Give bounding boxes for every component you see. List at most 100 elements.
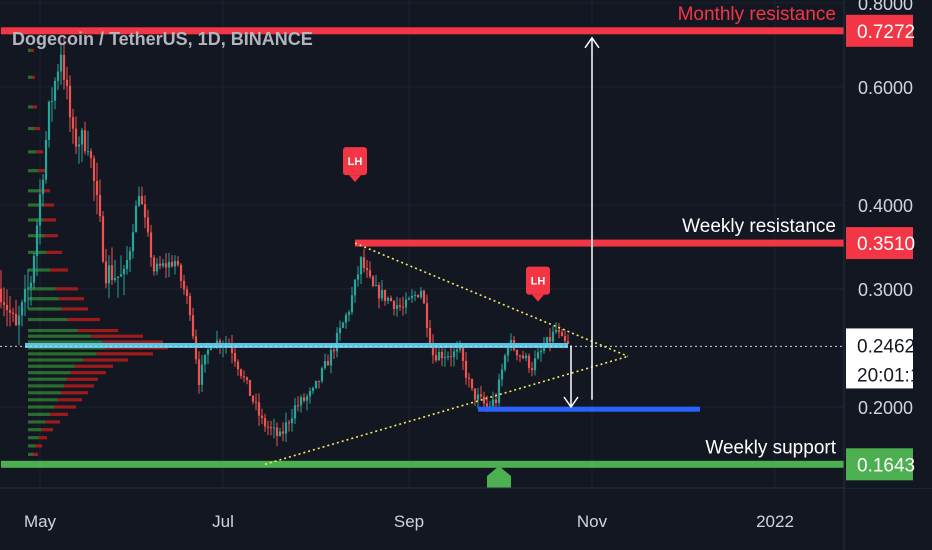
candle-body — [191, 315, 195, 337]
candle-body — [197, 359, 201, 385]
candle-body — [380, 289, 384, 299]
lh-marker-box — [526, 266, 550, 295]
time-axis[interactable]: May Jul Sep Nov 2022 — [24, 512, 794, 531]
candle-body — [347, 312, 351, 315]
candle-body — [260, 415, 264, 419]
volume-bar-down — [50, 268, 68, 272]
volume-bar-up — [28, 377, 67, 381]
volume-bar-down — [44, 234, 58, 238]
volume-bar-up — [28, 75, 32, 79]
candle-body — [536, 352, 540, 359]
candle-body — [317, 380, 321, 382]
candle-body — [413, 294, 417, 296]
volume-bar-down — [40, 189, 50, 193]
level-line-1[interactable] — [355, 239, 844, 247]
candle-body — [29, 282, 33, 288]
lh-markers[interactable]: LH LH — [343, 147, 550, 488]
candle-body — [344, 314, 348, 323]
candle-body — [557, 330, 561, 333]
candle-body — [311, 387, 315, 391]
candle-body — [479, 394, 483, 397]
candle-body — [80, 130, 84, 145]
candle-body — [521, 355, 525, 359]
candle-body — [89, 151, 93, 159]
volume-bar-down — [96, 352, 153, 356]
lh-marker-0[interactable]: LH — [343, 147, 367, 183]
candle-body — [530, 368, 534, 371]
candle-body — [50, 100, 54, 102]
candle-body — [398, 305, 402, 307]
arrow-down-head[interactable] — [563, 396, 579, 409]
candle-body — [71, 117, 75, 129]
candle-body — [263, 418, 267, 427]
candle-body — [566, 341, 570, 344]
candle-body — [425, 303, 429, 328]
level-line-3[interactable] — [25, 342, 568, 348]
candle-body — [473, 388, 477, 400]
price-tag-text: 0.7272 — [857, 22, 915, 43]
level-label-2: Weekly support — [705, 437, 836, 458]
candle-body — [251, 395, 255, 402]
candle-body — [305, 396, 309, 401]
level-line-0[interactable] — [1, 27, 844, 35]
candle-body — [62, 54, 66, 80]
volume-bar-up — [28, 436, 39, 440]
candle-body — [524, 355, 528, 359]
candle-body — [23, 288, 27, 303]
triangle-upper-line[interactable] — [354, 242, 629, 358]
candle-body — [488, 406, 492, 408]
volume-bar-down — [58, 297, 84, 301]
volume-bar-down — [61, 307, 88, 311]
candle-body — [551, 331, 555, 342]
candle-body — [545, 337, 549, 347]
candle-body — [497, 379, 501, 404]
candle-body — [383, 289, 387, 301]
arrow-up-head[interactable] — [584, 36, 600, 49]
candle-body — [101, 216, 105, 262]
candle-body — [350, 295, 354, 313]
level-line-2[interactable] — [1, 460, 844, 468]
candle-body — [149, 232, 153, 258]
volume-bar-up — [28, 317, 68, 322]
volume-bar-up — [28, 126, 35, 131]
triangle-pattern[interactable] — [264, 242, 629, 466]
volume-bar-down — [77, 328, 118, 333]
candle-body — [326, 361, 330, 366]
candle-body — [458, 347, 462, 350]
volume-bar-up — [28, 358, 83, 362]
lh-marker-1[interactable]: LH — [526, 266, 550, 302]
candle-body — [278, 431, 282, 436]
candle-body — [0, 288, 3, 303]
candle-body — [431, 343, 435, 356]
candle-body — [155, 263, 159, 272]
candle-body — [92, 158, 96, 181]
candle-body — [563, 336, 567, 342]
candle-body — [314, 380, 318, 388]
level-price-tags: 0.7272 0.3510 0.1643 0.2462 20:01:14 — [846, 14, 931, 481]
level-lines[interactable]: Monthly resistance Weekly resistance Weekl… — [0, 4, 844, 468]
price-tag-0 — [846, 14, 913, 47]
volume-bar-down — [41, 428, 53, 432]
target-arrows[interactable] — [563, 36, 600, 409]
volume-bar-down — [67, 317, 100, 322]
level-line-4[interactable] — [478, 406, 700, 412]
volume-bar-up — [28, 420, 46, 424]
candle-body — [539, 350, 543, 353]
triangle-lower-line[interactable] — [264, 355, 629, 466]
volume-bar-down — [50, 412, 68, 416]
volume-bar-down — [33, 452, 38, 456]
candle-body — [242, 376, 246, 378]
candle-body — [359, 257, 363, 275]
candle-body — [371, 276, 375, 286]
candle-body — [35, 225, 39, 256]
candle-body — [335, 332, 339, 352]
volume-bar-up — [28, 371, 71, 375]
candle-body — [200, 364, 204, 385]
candle-body — [503, 355, 507, 370]
price-tick-label: 0.3000 — [858, 280, 913, 300]
candle-body — [140, 195, 144, 205]
candle-body — [506, 347, 510, 356]
volume-bar-up — [28, 169, 38, 173]
